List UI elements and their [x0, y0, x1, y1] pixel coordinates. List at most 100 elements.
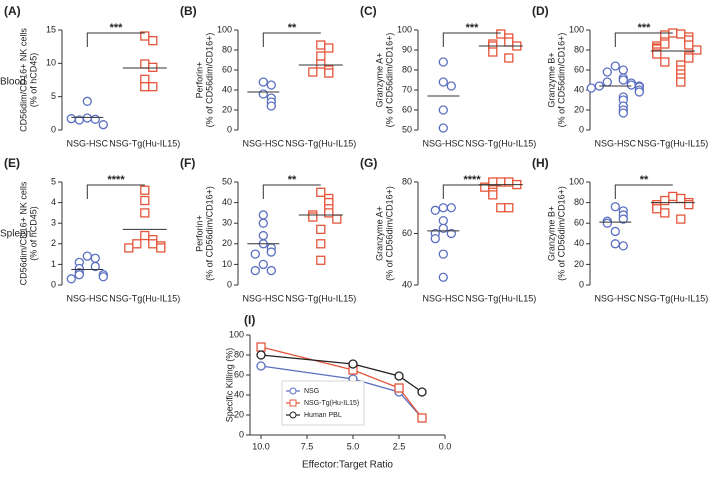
- data-point: [90, 261, 100, 272]
- data-point: [256, 361, 266, 371]
- data-point: [316, 51, 326, 61]
- y-tick-label: 20: [234, 409, 244, 419]
- y-axis-label: Perforin+: [194, 62, 204, 99]
- data-point: [258, 210, 268, 220]
- significance-bracket: [262, 32, 321, 47]
- x-tick-label: NSG-Tg(Hu-IL15): [637, 293, 708, 303]
- y-tick-label: 0: [227, 124, 232, 134]
- y-tick-label: 5: [51, 176, 56, 186]
- data-point: [504, 37, 514, 47]
- y-tick-label: 40: [222, 84, 232, 94]
- data-point: [438, 77, 448, 87]
- x-tick-label: NSG-Tg(Hu-IL15): [637, 138, 708, 148]
- y-axis-label: (% of hCD45): [28, 206, 38, 261]
- data-point: [684, 200, 694, 210]
- data-point: [266, 101, 276, 111]
- data-point: [504, 203, 514, 213]
- series-line: [260, 365, 423, 419]
- data-point: [140, 185, 150, 195]
- y-tick-label: 100: [397, 24, 412, 34]
- row-label: Blood: [0, 77, 26, 88]
- y-tick-label: 60: [222, 64, 232, 74]
- y-tick-label: 3: [51, 218, 56, 228]
- data-point: [82, 113, 92, 123]
- x-tick-label: NSG-Tg(Hu-IL15): [465, 293, 536, 303]
- panel-label: (G): [360, 156, 377, 170]
- data-point: [618, 214, 628, 224]
- data-point: [316, 40, 326, 50]
- significance-bracket: [614, 32, 673, 47]
- data-point: [156, 243, 166, 253]
- y-tick-label: 100: [569, 176, 584, 186]
- y-axis-label: Granzyme A+: [374, 53, 384, 108]
- y-tick-label: 2: [51, 238, 56, 248]
- data-point: [438, 105, 448, 115]
- y-tick-label: 4: [51, 197, 56, 207]
- series-line: [260, 354, 423, 393]
- y-tick-label: 50: [222, 176, 232, 186]
- y-tick-label: 0: [579, 279, 584, 289]
- y-tick-label: 60: [234, 369, 244, 379]
- panel-label: (B): [180, 4, 197, 18]
- data-point: [438, 123, 448, 133]
- y-tick-label: 100: [229, 329, 244, 339]
- data-point: [316, 224, 326, 235]
- data-point: [98, 120, 108, 130]
- x-tick-label: 5.0: [347, 441, 360, 451]
- data-point: [316, 239, 326, 249]
- series-line: [260, 346, 423, 419]
- data-point: [66, 274, 76, 284]
- data-point: [90, 114, 100, 124]
- data-point: [446, 81, 456, 91]
- data-point: [266, 247, 276, 257]
- legend-marker: [289, 387, 297, 395]
- data-point: [438, 57, 448, 67]
- significance-label: ***: [466, 22, 480, 34]
- data-point: [98, 272, 108, 282]
- data-point: [684, 40, 694, 50]
- y-tick-label: 20: [574, 259, 584, 269]
- data-point: [430, 205, 440, 215]
- data-point: [496, 203, 506, 213]
- x-tick-label: 10.0: [252, 441, 270, 451]
- data-point: [610, 202, 620, 212]
- significance-label: ***: [110, 22, 124, 34]
- data-point: [132, 239, 142, 249]
- x-tick-label: NSG-HSC: [67, 138, 109, 148]
- significance-bracket: [614, 184, 673, 199]
- data-point: [446, 228, 456, 239]
- y-axis-label: (% of CD56dim/CD16+): [204, 186, 214, 281]
- data-point: [394, 371, 404, 381]
- y-axis-label: CD56dim/CD16+ NK cells: [18, 181, 28, 285]
- data-point: [610, 61, 620, 71]
- y-tick-label: 15: [46, 24, 56, 34]
- data-point: [660, 208, 670, 218]
- y-tick-label: 60: [574, 218, 584, 228]
- legend-marker: [289, 399, 297, 407]
- data-point: [324, 43, 334, 53]
- x-tick-label: NSG-Tg(Hu-IL15): [109, 138, 180, 148]
- y-tick-label: 80: [402, 64, 412, 74]
- data-point: [634, 87, 644, 97]
- data-point: [324, 208, 334, 218]
- panel-label: (E): [4, 156, 20, 170]
- y-tick-label: 0: [579, 124, 584, 134]
- data-point: [148, 82, 158, 92]
- x-tick-label: NSG-HSC: [423, 138, 465, 148]
- data-point: [438, 272, 448, 282]
- data-point: [496, 29, 506, 39]
- data-point: [610, 239, 620, 249]
- x-tick-label: NSG-HSC: [243, 293, 285, 303]
- y-tick-label: 60: [402, 228, 412, 238]
- panel-label: (H): [532, 156, 549, 170]
- data-point: [258, 230, 268, 241]
- data-point: [676, 214, 686, 224]
- significance-label: ****: [107, 174, 125, 186]
- legend-label: Human PBL: [304, 412, 342, 419]
- significance-label: **: [288, 22, 297, 34]
- data-point: [430, 233, 440, 244]
- data-point: [256, 342, 266, 352]
- data-point: [140, 59, 150, 69]
- x-tick-label: 0.0: [439, 441, 452, 451]
- data-point: [660, 195, 670, 206]
